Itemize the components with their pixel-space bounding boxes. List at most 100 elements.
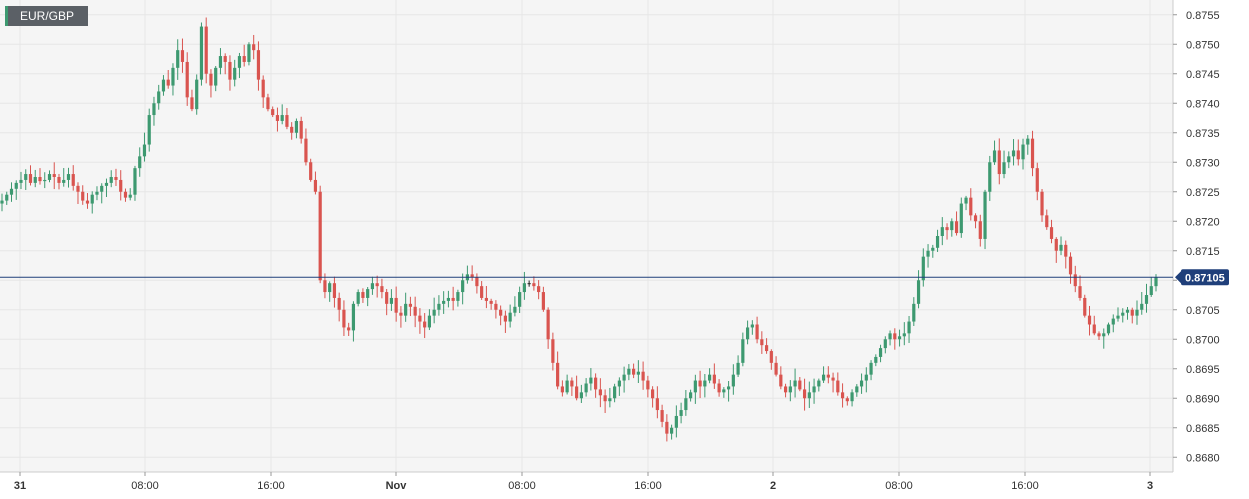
candle-body [969,197,973,216]
candle-body [261,79,265,98]
candle-body [47,174,52,180]
candle-body [24,174,28,180]
candle-body [722,389,726,393]
candle-body [1045,215,1049,228]
candle-body [594,377,598,390]
candle-body [394,297,398,313]
candle-body [807,392,811,399]
candle-body [1064,244,1068,257]
candle-body [356,292,360,304]
candle-body [81,191,85,201]
candle-body [997,150,1001,175]
candle-body [43,179,47,182]
candle-body [1102,333,1106,337]
candle-body [1140,303,1144,310]
candle-body [214,67,218,86]
candle-body [499,309,503,316]
candle-body [456,292,460,301]
candle-body [608,398,612,402]
candle-body [940,227,944,236]
candle-body [779,374,783,387]
candle-body [204,26,208,74]
candle-body [418,315,422,322]
candle-body [427,315,432,328]
candle-body [1016,150,1020,160]
y-tick-label: 0.8745 [1186,69,1220,81]
candle-body [817,380,821,387]
candle-body [1083,297,1087,316]
candle-body [1030,138,1035,169]
candle-body [1026,138,1030,145]
candle-body [916,280,921,304]
candle-body [707,374,712,381]
candle-body [689,392,693,399]
candle-body [812,386,816,393]
candle-body [859,380,864,387]
candle-body [313,179,318,192]
candle-body [147,115,151,145]
candle-body [209,73,213,86]
candle-body [1111,318,1115,325]
candle-body [104,182,109,186]
candle-body [489,300,493,304]
candle-body [0,200,4,204]
candle-body [931,247,935,251]
candle-body [266,97,270,110]
candle-body [85,200,90,204]
y-tick-label: 0.8695 [1186,364,1220,376]
x-axis: 31 08:00 16:00 Nov 08:00 16:00 2 08:00 16:00 3 [14,472,1153,492]
candle-body [613,386,617,399]
candle-body [902,333,906,337]
symbol-badge[interactable]: EUR/GBP [5,6,89,26]
candle-body [741,339,745,363]
candle-body [5,194,9,201]
candle-body [470,274,474,278]
candle-body [978,221,982,239]
candle-body [256,50,261,80]
candle-body [646,380,650,390]
y-tick-label: 0.8715 [1186,246,1220,258]
candle-body [912,303,916,322]
candle-body [513,306,517,313]
candle-body [617,380,621,387]
candle-body [1054,238,1058,251]
candle-body [622,374,626,381]
x-tick-label: 16:00 [634,480,662,492]
candle-body [1073,274,1077,287]
candle-body [769,351,773,363]
candle-body [176,50,180,68]
candle-body [404,303,408,316]
y-tick-label: 0.8700 [1186,334,1220,346]
candle-body [228,61,232,80]
y-tick-label: 0.8755 [1186,10,1220,22]
candle-body [731,374,735,387]
candle-body [788,386,792,393]
candle-body [119,179,123,192]
current-price-tag: 0.87105 [1175,269,1229,286]
candle-body [883,339,887,349]
candle-body [294,120,299,133]
candle-body [375,283,379,287]
candle-body [826,374,830,378]
candle-body [247,44,251,62]
candle-layer [0,17,1158,442]
candle-body [1002,162,1006,175]
candle-body [584,383,588,393]
candle-body [199,26,204,80]
candle-body [655,398,659,411]
candle-body [589,377,593,384]
candle-body [218,56,223,68]
candle-body [959,203,963,234]
candle-body [988,162,992,192]
candle-body [556,362,560,387]
candle-body [893,333,897,340]
candle-body [100,185,104,192]
candle-body [1011,150,1016,157]
candle-body [1121,312,1125,316]
candle-body [869,362,873,375]
candle-body [888,333,892,340]
candle-body [736,362,740,375]
candle-body [484,297,488,301]
current-price-tag-bg [1181,269,1229,286]
candle-body [684,398,688,411]
